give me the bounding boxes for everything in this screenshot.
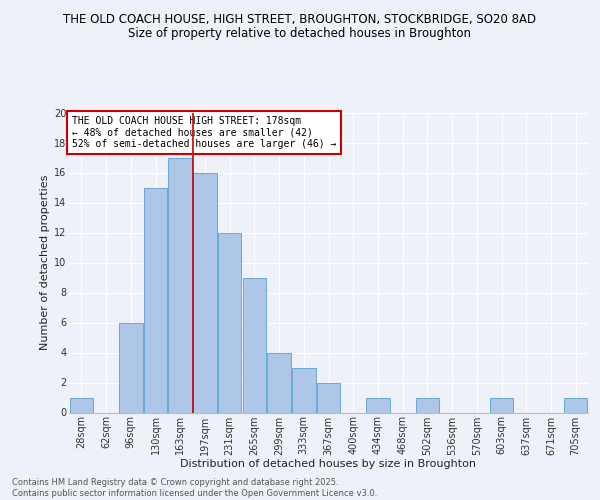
Bar <box>70 398 93 412</box>
Bar <box>193 172 217 412</box>
Bar <box>366 398 389 412</box>
X-axis label: Distribution of detached houses by size in Broughton: Distribution of detached houses by size … <box>181 459 476 469</box>
Bar <box>119 322 143 412</box>
Bar <box>292 368 316 412</box>
Bar <box>144 188 167 412</box>
Y-axis label: Number of detached properties: Number of detached properties <box>40 175 50 350</box>
Text: THE OLD COACH HOUSE, HIGH STREET, BROUGHTON, STOCKBRIDGE, SO20 8AD: THE OLD COACH HOUSE, HIGH STREET, BROUGH… <box>64 12 536 26</box>
Bar <box>490 398 513 412</box>
Bar <box>268 352 291 412</box>
Text: THE OLD COACH HOUSE HIGH STREET: 178sqm
← 48% of detached houses are smaller (42: THE OLD COACH HOUSE HIGH STREET: 178sqm … <box>71 116 336 148</box>
Bar <box>317 382 340 412</box>
Bar <box>564 398 587 412</box>
Text: Size of property relative to detached houses in Broughton: Size of property relative to detached ho… <box>128 28 472 40</box>
Bar <box>169 158 192 412</box>
Bar <box>242 278 266 412</box>
Bar <box>416 398 439 412</box>
Bar <box>218 232 241 412</box>
Text: Contains HM Land Registry data © Crown copyright and database right 2025.
Contai: Contains HM Land Registry data © Crown c… <box>12 478 377 498</box>
